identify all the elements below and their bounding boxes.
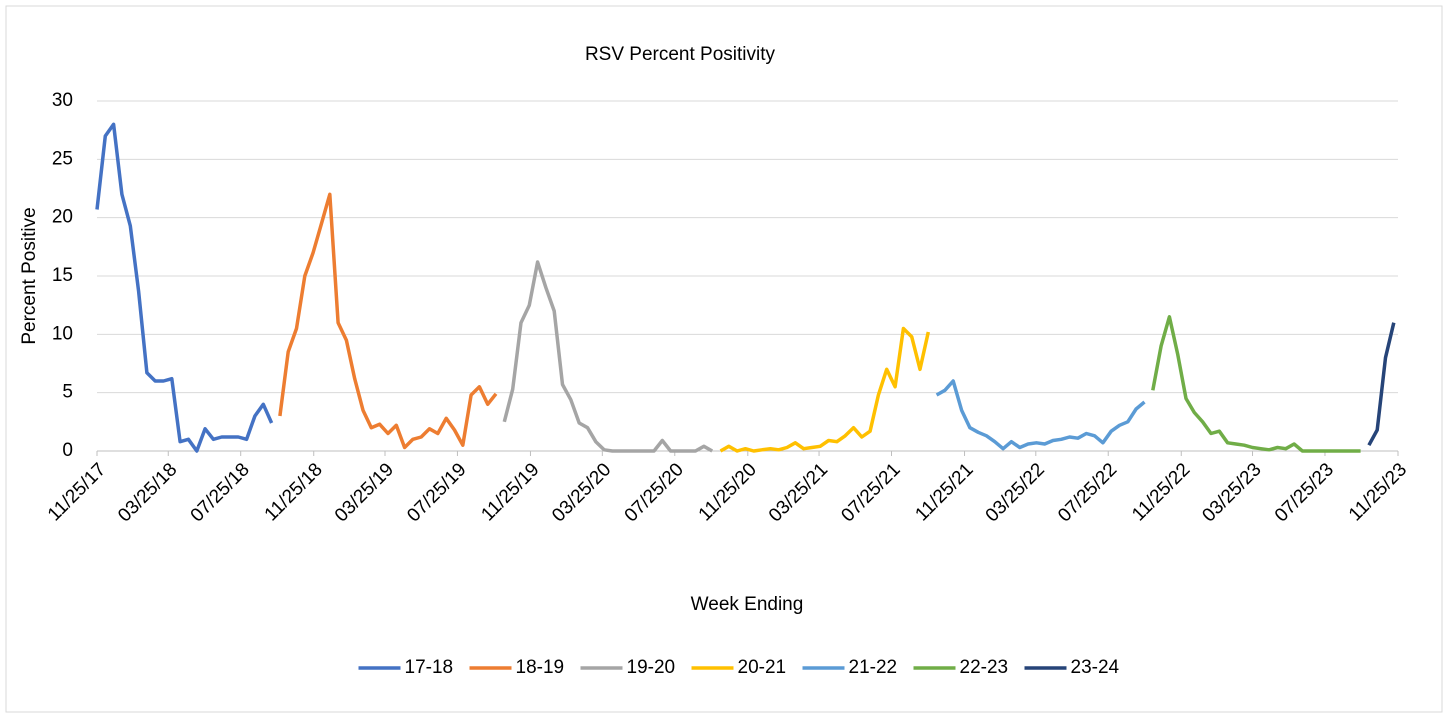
y-tick-label: 20 xyxy=(52,207,73,228)
y-axis-label: Percent Positive xyxy=(19,207,40,344)
data-line xyxy=(719,326,931,453)
data-line xyxy=(935,379,1146,451)
chart-frame xyxy=(5,5,1443,713)
data-line xyxy=(1367,322,1396,447)
legend-label: 18-19 xyxy=(516,657,565,678)
x-axis-label: Week Ending xyxy=(691,594,804,615)
legend-label: 23-24 xyxy=(1071,657,1120,678)
legend-label: 19-20 xyxy=(627,657,676,678)
data-line xyxy=(278,192,498,450)
data-line xyxy=(95,122,274,453)
legend-label: 17-18 xyxy=(405,657,454,678)
y-tick-label: 30 xyxy=(52,90,73,111)
y-tick-label: 0 xyxy=(62,440,73,461)
legend-label: 20-21 xyxy=(738,657,787,678)
chart-title: RSV Percent Positivity xyxy=(585,44,776,65)
y-tick-label: 5 xyxy=(62,382,73,403)
data-line xyxy=(502,260,714,453)
legend-label: 22-23 xyxy=(960,657,1009,678)
y-tick-label: 10 xyxy=(52,323,73,344)
data-line xyxy=(1151,315,1361,453)
y-tick-label: 25 xyxy=(52,148,73,169)
legend-label: 21-22 xyxy=(849,657,898,678)
y-tick-label: 15 xyxy=(52,265,73,286)
